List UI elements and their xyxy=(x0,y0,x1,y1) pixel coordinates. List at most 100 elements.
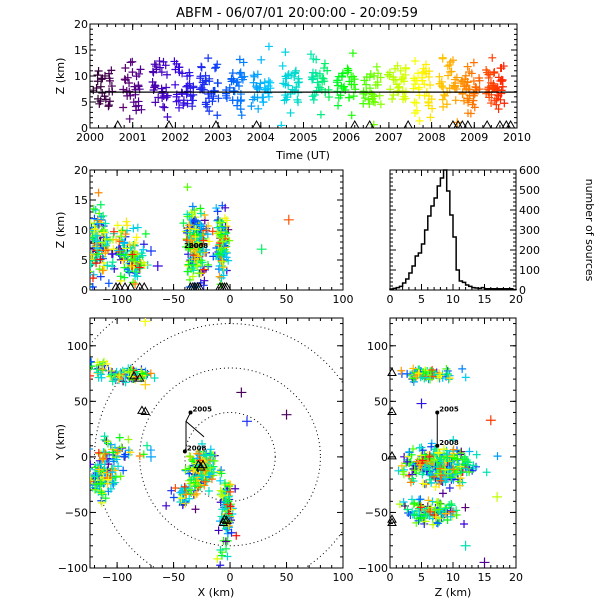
data-point xyxy=(469,58,478,67)
data-point xyxy=(236,387,247,398)
data-point xyxy=(223,536,232,545)
station-marker xyxy=(251,119,262,129)
annotation-label: 2005 xyxy=(439,405,459,413)
data-point xyxy=(121,76,130,85)
data-point xyxy=(204,54,213,63)
data-point xyxy=(248,95,257,104)
data-point xyxy=(469,77,478,86)
x-tick-label: 0 xyxy=(227,293,234,306)
data-point xyxy=(200,481,209,490)
data-point xyxy=(465,468,474,476)
data-point xyxy=(171,484,180,493)
data-point xyxy=(460,540,471,551)
data-point xyxy=(93,219,102,228)
data-point xyxy=(496,64,505,73)
data-point xyxy=(370,92,379,101)
data-point xyxy=(390,64,399,73)
data-point xyxy=(349,92,358,101)
data-point xyxy=(359,99,368,108)
x-tick-label: 50 xyxy=(280,293,294,306)
range-ring xyxy=(184,411,276,502)
data-point xyxy=(183,210,192,219)
data-point xyxy=(430,456,439,465)
data-point xyxy=(90,250,96,259)
data-point xyxy=(175,103,184,112)
data-point xyxy=(151,98,160,107)
data-point xyxy=(188,202,197,211)
data-point xyxy=(500,99,509,108)
data-point xyxy=(459,460,468,469)
data-point xyxy=(225,236,234,245)
data-point xyxy=(456,474,465,483)
data-point xyxy=(103,479,112,488)
data-point xyxy=(375,91,384,100)
data-point xyxy=(448,507,457,516)
data-point xyxy=(424,496,433,505)
station-marker xyxy=(120,281,130,291)
data-point xyxy=(189,83,198,92)
data-point xyxy=(307,73,316,82)
data-point xyxy=(413,370,422,379)
data-point xyxy=(80,485,88,493)
data-point xyxy=(197,256,206,265)
data-point xyxy=(424,98,433,107)
data-point xyxy=(435,72,444,81)
data-point xyxy=(417,513,426,522)
data-point xyxy=(184,260,193,269)
data-point xyxy=(441,504,450,513)
data-point xyxy=(399,498,408,507)
data-point xyxy=(185,224,194,233)
data-point xyxy=(214,94,223,103)
data-point xyxy=(374,69,383,78)
plot-area: 2005 2008 xyxy=(394,364,503,568)
data-point xyxy=(194,269,203,278)
station-marker xyxy=(387,450,397,460)
data-point xyxy=(134,101,143,110)
data-point xyxy=(418,470,427,479)
data-point xyxy=(179,219,188,228)
data-point xyxy=(90,362,96,371)
data-point xyxy=(157,84,166,93)
data-point xyxy=(426,81,435,90)
y-tick-label: 400 xyxy=(519,204,540,217)
x-tick-label: 2009 xyxy=(460,131,488,144)
y-tick-label: 300 xyxy=(519,224,540,237)
data-point xyxy=(185,244,194,253)
data-point xyxy=(98,266,107,275)
y-tick-label: 0 xyxy=(81,122,88,135)
data-point xyxy=(241,416,252,427)
data-point xyxy=(218,487,227,496)
data-point xyxy=(463,109,472,118)
data-point xyxy=(409,74,418,83)
data-point xyxy=(213,554,222,563)
data-point xyxy=(113,446,122,455)
data-point xyxy=(226,480,235,489)
data-point xyxy=(373,80,382,89)
data-point xyxy=(101,235,110,244)
y-tick-label: 200 xyxy=(519,244,540,257)
data-point xyxy=(447,474,456,483)
data-point xyxy=(362,73,371,82)
data-point xyxy=(465,447,474,456)
data-point xyxy=(348,49,357,58)
data-point xyxy=(150,374,159,383)
annotation-dot xyxy=(188,410,193,415)
annotation-dot xyxy=(435,410,440,415)
annotation-dot xyxy=(182,449,187,454)
data-point xyxy=(333,76,342,85)
station-marker xyxy=(221,281,232,291)
data-point xyxy=(427,503,436,512)
data-point xyxy=(371,98,380,107)
data-point xyxy=(479,557,490,568)
data-point xyxy=(337,72,346,81)
data-point xyxy=(441,509,450,518)
data-point xyxy=(216,561,225,568)
data-point xyxy=(372,62,381,71)
data-point xyxy=(415,443,424,452)
data-point xyxy=(434,498,443,507)
data-point xyxy=(228,69,237,78)
data-point xyxy=(90,283,97,290)
data-point xyxy=(419,479,428,488)
data-point xyxy=(418,76,427,85)
data-point xyxy=(443,453,452,462)
